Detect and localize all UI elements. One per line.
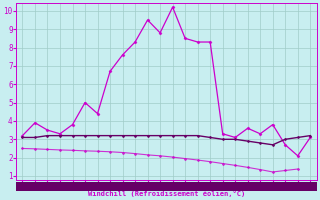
X-axis label: Windchill (Refroidissement éolien,°C): Windchill (Refroidissement éolien,°C) [88,190,245,197]
